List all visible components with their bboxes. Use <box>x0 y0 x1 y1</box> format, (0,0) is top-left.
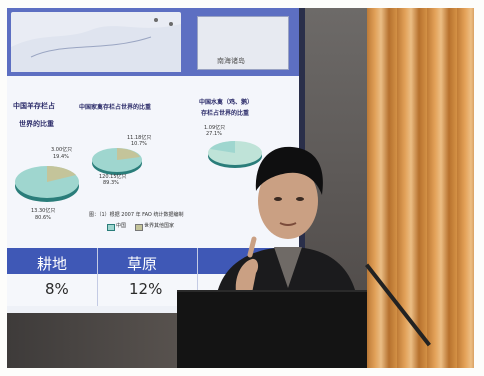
china-map <box>11 12 181 72</box>
pie1-label-3: 80.6% <box>35 215 51 221</box>
map-band: 南海诸岛 <box>7 8 299 76</box>
laptop <box>177 290 367 368</box>
table-divider-1 <box>97 248 98 306</box>
aquatic-title-line1: 中国水禽（鸡、鹅） <box>199 99 254 106</box>
poultry-title: 中国家禽存栏占世界的比重 <box>79 104 152 111</box>
sheep-title-line1: 中国羊存栏占 <box>13 102 55 110</box>
curtain <box>367 8 474 368</box>
table-divider-2 <box>197 248 198 306</box>
table-header-arable: 耕地 <box>37 255 68 273</box>
pie1-label-2: 13.30亿只 <box>31 208 56 214</box>
pie1-label-0: 3.00亿只 <box>51 147 73 153</box>
pie-sheep <box>15 165 79 202</box>
pie-charts <box>15 141 262 202</box>
pie3-label-1: 27.1% <box>206 131 222 137</box>
source-note: 图：（1）根据 2007 年 FAO 统计数据编制 <box>89 212 184 218</box>
map-inset-label: 南海诸岛 <box>217 57 245 65</box>
legend-swatch-china <box>107 224 115 231</box>
pie2-label-2: 120.15亿只 <box>99 174 127 180</box>
pie2-label-3: 89.3% <box>103 180 119 186</box>
pie3-label-0: 1.09亿只 <box>204 125 226 131</box>
legend-swatch-world <box>135 224 143 231</box>
pie2-label-0: 11.18亿只 <box>127 135 152 141</box>
photo: 南海诸岛 中国羊存栏占 世界的比重 中国家禽存栏占世界的比重 中国水禽（鸡、鹅）… <box>7 8 474 368</box>
legend-world: 世界其他国家 <box>144 223 175 229</box>
pie2-label-1: 10.7% <box>131 141 147 147</box>
map-inset <box>197 16 289 70</box>
table-value-arable: 8% <box>45 280 69 298</box>
pie1-label-1: 19.4% <box>53 154 69 160</box>
aquatic-title-line2: 存栏占世界的比重 <box>201 110 250 117</box>
sheep-title-line2: 世界的比重 <box>19 120 54 128</box>
table-value-grassland: 12% <box>129 280 163 298</box>
projection-screen: 南海诸岛 中国羊存栏占 世界的比重 中国家禽存栏占世界的比重 中国水禽（鸡、鹅）… <box>7 8 305 313</box>
map-graphic <box>11 18 181 72</box>
legend-china: 中国 <box>116 223 127 229</box>
pie-aquatic <box>208 141 262 168</box>
pie-poultry <box>92 148 142 175</box>
table-header-grassland: 草原 <box>127 255 158 273</box>
